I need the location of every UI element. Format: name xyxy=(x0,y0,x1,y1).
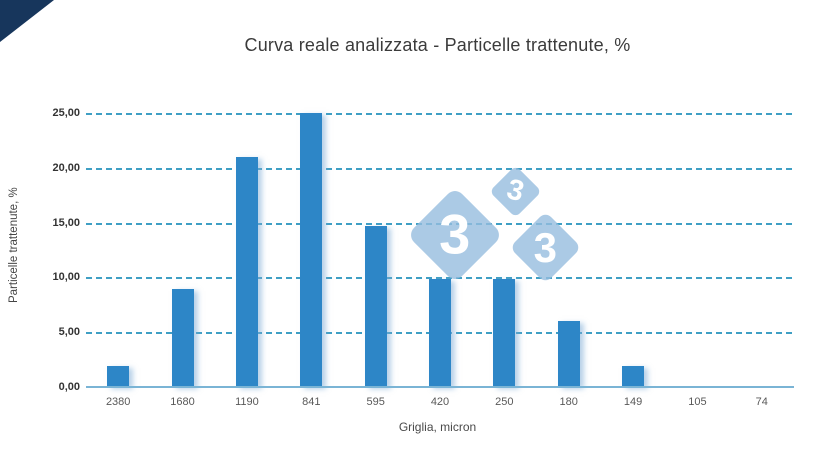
y-tick-label: 5,00 xyxy=(58,326,80,339)
x-tick-label: 105 xyxy=(688,396,707,408)
watermark-diamond-large: 3 xyxy=(406,186,504,284)
bar-149 xyxy=(622,366,645,387)
corner-fold-decoration xyxy=(0,0,54,42)
gridline-20 xyxy=(86,167,794,170)
y-tick-label: 10,00 xyxy=(52,271,80,284)
bar-1190 xyxy=(235,156,258,387)
x-tick-label: 1680 xyxy=(170,396,195,408)
x-axis-line xyxy=(86,386,794,388)
bar-595 xyxy=(364,225,387,387)
x-tick-label: 250 xyxy=(495,396,514,408)
gridline-10 xyxy=(86,277,794,280)
x-tick-label: 595 xyxy=(366,396,385,408)
bar-420 xyxy=(429,278,451,387)
bar-250 xyxy=(493,278,516,387)
y-tick-label: 0,00 xyxy=(58,381,80,393)
x-tick-label: 180 xyxy=(559,396,578,408)
gridline-25 xyxy=(86,113,794,115)
watermark-diamond-medium: 3 xyxy=(509,211,582,284)
x-axis-title: Griglia, micron xyxy=(398,420,477,434)
x-tick-label: 420 xyxy=(430,396,450,408)
chart-title: Curva reale analizzata - Particelle trat… xyxy=(244,35,631,55)
watermark-digit: 3 xyxy=(503,173,528,209)
plot-area: 3 3 3 xyxy=(86,113,794,388)
y-tick-label: 25,00 xyxy=(52,107,80,119)
watermark-digit: 3 xyxy=(439,203,471,266)
y-tick-label: 15,00 xyxy=(52,216,80,229)
watermark-digit: 3 xyxy=(533,223,558,271)
x-tick-label: 149 xyxy=(623,396,643,408)
bar-841 xyxy=(300,113,323,387)
x-tick-label: 74 xyxy=(755,396,768,408)
y-axis-title: Particelle trattenute, % xyxy=(8,187,20,303)
x-tick-label: 1190 xyxy=(235,396,259,408)
watermark-diamond-small: 3 xyxy=(489,165,542,218)
bar-180 xyxy=(557,321,580,387)
y-tick-label: 20,00 xyxy=(52,161,80,174)
x-tick-label: 2380 xyxy=(105,396,131,408)
x-tick-label: 841 xyxy=(302,396,321,408)
bar-1680 xyxy=(171,289,194,387)
bar-2380 xyxy=(107,366,130,387)
